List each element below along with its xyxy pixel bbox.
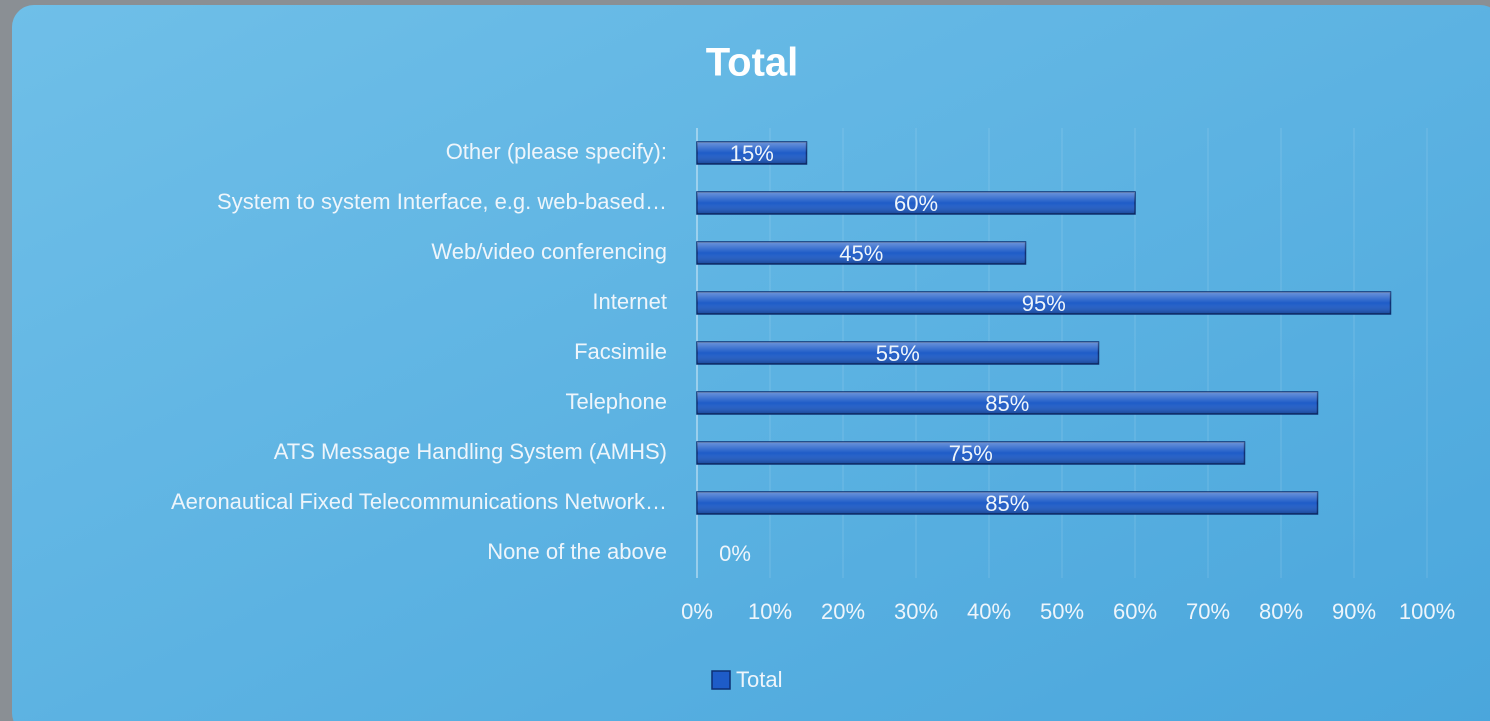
data-label: 55% xyxy=(876,341,920,366)
bar-shine xyxy=(697,242,1026,264)
x-tick-label: 100% xyxy=(1399,599,1455,624)
data-label: 15% xyxy=(730,141,774,166)
x-tick-label: 0% xyxy=(681,599,713,624)
legend-label: Total xyxy=(736,667,782,692)
bar-shine xyxy=(697,492,1318,514)
y-tick-label: Aeronautical Fixed Telecommunications Ne… xyxy=(171,489,667,514)
y-tick-label: None of the above xyxy=(487,539,667,564)
data-label: 60% xyxy=(894,191,938,216)
bar-shine xyxy=(697,142,807,164)
chart-title: Total xyxy=(706,41,799,85)
x-tick-label: 20% xyxy=(821,599,865,624)
data-label: 85% xyxy=(985,391,1029,416)
y-tick-label: Web/video conferencing xyxy=(431,239,667,264)
y-tick-label: Internet xyxy=(592,289,667,314)
y-tick-label: Other (please specify): xyxy=(446,139,667,164)
y-tick-label: ATS Message Handling System (AMHS) xyxy=(274,439,667,464)
bar-shine xyxy=(697,342,1099,364)
x-tick-label: 30% xyxy=(894,599,938,624)
x-tick-label: 50% xyxy=(1040,599,1084,624)
bar-shine xyxy=(697,392,1318,414)
data-label: 85% xyxy=(985,491,1029,516)
data-label: 45% xyxy=(839,241,883,266)
data-label: 75% xyxy=(949,441,993,466)
x-tick-label: 80% xyxy=(1259,599,1303,624)
legend-swatch xyxy=(711,670,731,690)
x-tick-label: 70% xyxy=(1186,599,1230,624)
bar-shine xyxy=(697,442,1245,464)
data-label: 95% xyxy=(1022,291,1066,316)
data-label: 0% xyxy=(719,541,751,566)
x-tick-label: 10% xyxy=(748,599,792,624)
bar-shine xyxy=(697,192,1135,214)
x-tick-label: 60% xyxy=(1113,599,1157,624)
y-tick-label: System to system Interface, e.g. web-bas… xyxy=(217,189,667,214)
y-tick-label: Telephone xyxy=(565,389,667,414)
y-tick-label: Facsimile xyxy=(574,339,667,364)
bar-shine xyxy=(697,292,1391,314)
x-tick-label: 40% xyxy=(967,599,1011,624)
x-tick-label: 90% xyxy=(1332,599,1376,624)
